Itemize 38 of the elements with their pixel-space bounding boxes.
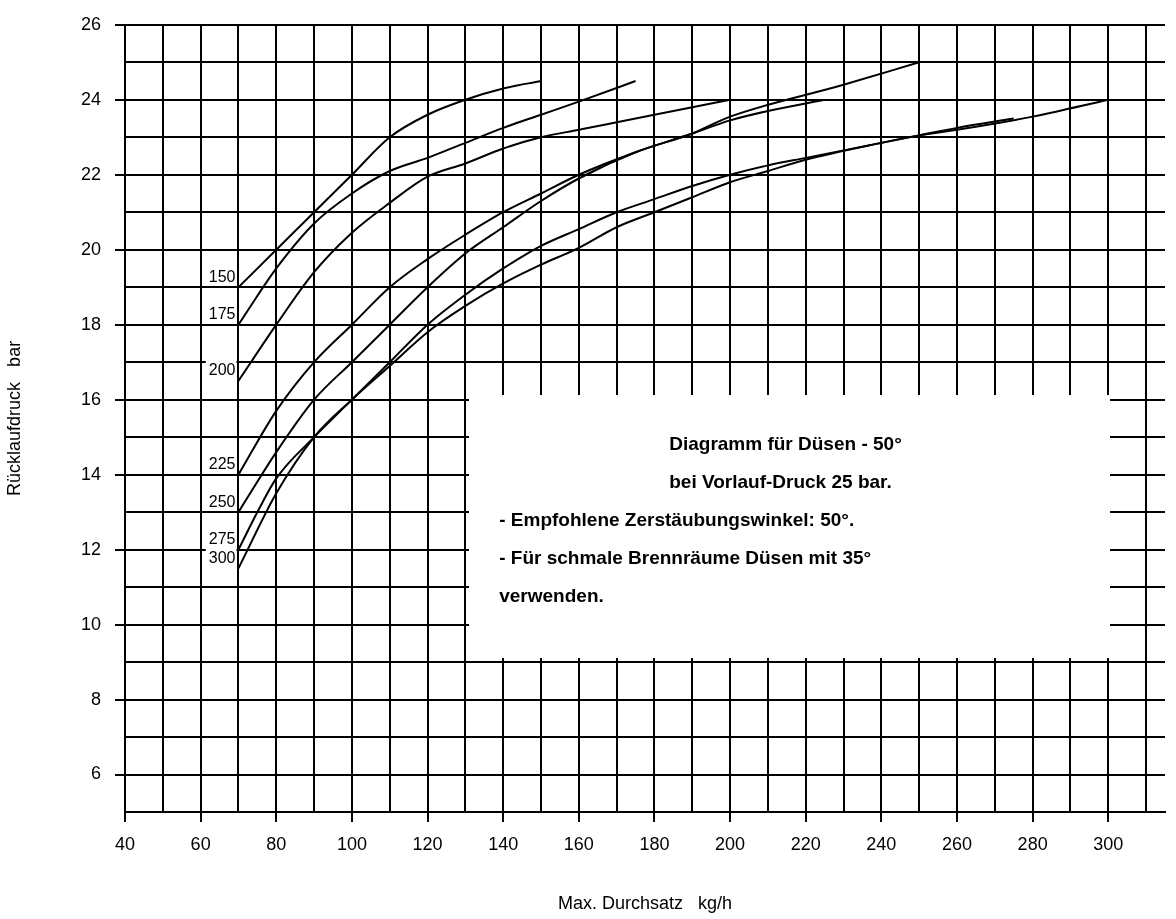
y-tick-label: 26 bbox=[80, 13, 101, 34]
x-tick-label: 280 bbox=[1017, 833, 1048, 854]
x-tick-label: 240 bbox=[866, 833, 897, 854]
series-label: 275 bbox=[208, 530, 236, 548]
x-axis-title: Max. Durchsatz kg/h bbox=[557, 893, 733, 914]
x-tick-label: 80 bbox=[266, 833, 287, 854]
x-tick-label: 140 bbox=[488, 833, 519, 854]
y-axis-title: Rücklaufdruck bar bbox=[3, 340, 24, 496]
y-tick-label: 22 bbox=[80, 163, 101, 184]
y-tick-label: 24 bbox=[80, 88, 101, 109]
x-tick-label: 260 bbox=[941, 833, 973, 854]
series-label: 150 bbox=[208, 267, 236, 285]
x-tick-label: 180 bbox=[639, 833, 670, 854]
x-tick-label: 160 bbox=[563, 833, 594, 854]
x-tick-label: 300 bbox=[1093, 833, 1124, 854]
x-tick-label: 220 bbox=[790, 833, 821, 854]
y-tick-label: 6 bbox=[90, 763, 101, 784]
y-tick-label: 10 bbox=[80, 613, 101, 634]
y-tick-label: 8 bbox=[90, 688, 101, 709]
series-label: 200 bbox=[208, 361, 236, 379]
annotation: - Empfohlene Zerstäubungswinkel: 50°. bbox=[499, 507, 856, 532]
series-label: 175 bbox=[208, 305, 236, 323]
x-tick-label: 120 bbox=[412, 833, 443, 854]
series-label: 300 bbox=[208, 548, 236, 566]
annotation: Diagramm für Düsen - 50° bei Vorlauf-Druck 25 bar. bbox=[668, 431, 903, 494]
y-tick-label: 14 bbox=[80, 463, 101, 484]
x-tick-label: 40 bbox=[114, 833, 136, 854]
x-tick-label: 100 bbox=[336, 833, 367, 854]
x-tick-label: 200 bbox=[715, 833, 746, 854]
series-label: 225 bbox=[208, 455, 236, 473]
y-tick-label: 12 bbox=[80, 538, 101, 559]
x-tick-label: 60 bbox=[190, 833, 211, 854]
series-label: 250 bbox=[208, 492, 236, 510]
y-tick-label: 16 bbox=[80, 388, 101, 409]
y-tick-label: 20 bbox=[80, 238, 101, 259]
note-box: Diagramm für Düsen - 50° bei Vorlauf-Druck 25 bar. - Empfohlene Zerstäubungswinkel: 50°. - Für schmale Brennräume Düsen mit 35° verwenden. bbox=[469, 394, 1110, 659]
annotation: - Für schmale Brennräume Düsen mit 35° verwenden. bbox=[499, 545, 873, 608]
y-tick-label: 18 bbox=[80, 313, 101, 334]
